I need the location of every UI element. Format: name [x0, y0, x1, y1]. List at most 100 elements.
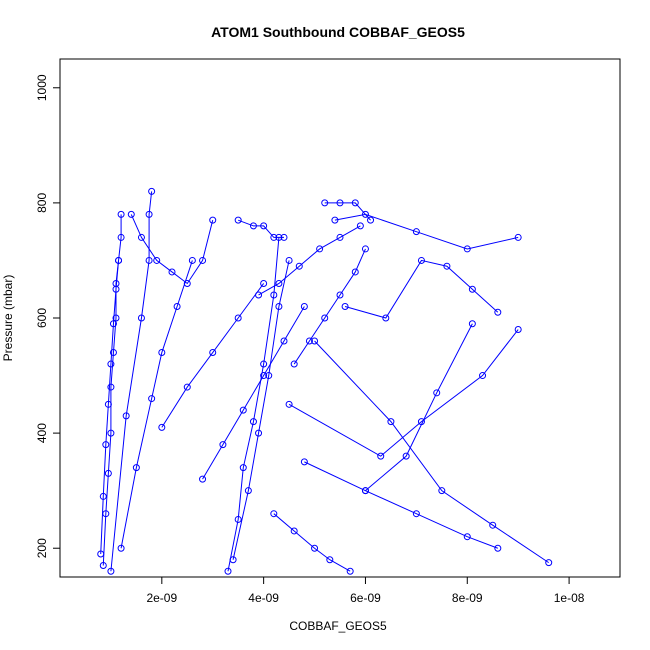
data-point	[443, 262, 451, 270]
data-point	[367, 216, 375, 224]
data-point	[115, 256, 123, 264]
data-point	[321, 199, 329, 207]
data-point	[234, 216, 242, 224]
data-point	[361, 487, 369, 495]
data-point	[402, 452, 410, 460]
data-point	[300, 458, 308, 466]
series-line-20	[273, 513, 351, 572]
y-tick-label: 200	[35, 538, 49, 558]
data-point	[199, 475, 207, 483]
series-line-5	[130, 214, 214, 285]
data-point	[112, 314, 120, 322]
data-point	[438, 487, 446, 495]
series-line-9	[258, 225, 361, 296]
data-point	[183, 279, 191, 287]
y-axis: 200 400 600 800 1000	[35, 74, 61, 558]
series-points	[97, 187, 553, 575]
data-point	[489, 521, 497, 529]
data-point	[346, 567, 354, 575]
series-line-18	[161, 283, 265, 428]
data-point	[295, 262, 303, 270]
data-point	[336, 233, 344, 241]
data-point	[290, 360, 298, 368]
y-tick-label: 1000	[35, 74, 49, 101]
data-point	[270, 510, 278, 518]
data-point	[377, 452, 385, 460]
data-point	[468, 320, 476, 328]
data-point	[109, 349, 117, 357]
data-point	[336, 199, 344, 207]
series-line-17	[293, 248, 366, 365]
series-line-15	[344, 259, 499, 319]
data-point	[234, 515, 242, 523]
data-point	[361, 245, 369, 253]
y-tick-label: 800	[35, 193, 49, 213]
data-point	[290, 527, 298, 535]
data-point	[107, 429, 115, 437]
data-point	[514, 326, 522, 334]
data-point	[361, 210, 369, 218]
data-point	[351, 199, 359, 207]
data-point	[270, 291, 278, 299]
data-point	[117, 210, 125, 218]
data-point	[219, 441, 227, 449]
data-point	[265, 372, 273, 380]
data-point	[300, 302, 308, 310]
data-point	[99, 561, 107, 569]
data-point	[127, 210, 135, 218]
data-point	[417, 418, 425, 426]
data-point	[183, 383, 191, 391]
data-point	[463, 533, 471, 541]
series-line-14	[314, 340, 550, 564]
data-point	[275, 233, 283, 241]
data-point	[229, 556, 237, 564]
data-point	[209, 349, 217, 357]
data-point	[107, 360, 115, 368]
data-point	[514, 233, 522, 241]
data-point	[356, 222, 364, 230]
data-point	[117, 233, 125, 241]
data-point	[285, 400, 293, 408]
data-point	[148, 395, 156, 403]
data-point	[158, 423, 166, 431]
data-point	[132, 464, 140, 472]
data-point	[479, 372, 487, 380]
data-point	[255, 291, 263, 299]
series-line-16	[202, 306, 305, 480]
data-point	[239, 464, 247, 472]
series-lines	[100, 191, 550, 572]
data-point	[239, 406, 247, 414]
data-point	[173, 302, 181, 310]
data-point	[97, 550, 105, 558]
series-line-1	[102, 214, 122, 566]
data-point	[311, 544, 319, 552]
data-point	[336, 291, 344, 299]
series-line-6	[227, 237, 280, 572]
y-axis-label: Pressure (mbar)	[1, 275, 15, 362]
data-point	[326, 556, 334, 564]
data-point	[494, 308, 502, 316]
data-point	[468, 285, 476, 293]
series-line-10	[324, 202, 371, 221]
data-point	[280, 233, 288, 241]
data-point	[224, 567, 232, 575]
data-point	[433, 389, 441, 397]
x-tick-label: 6e-09	[350, 591, 381, 605]
data-point	[412, 510, 420, 518]
data-point	[463, 245, 471, 253]
data-point	[311, 337, 319, 345]
series-line-12	[304, 461, 498, 549]
x-axis-label: COBBAF_GEOS5	[289, 619, 387, 633]
data-point	[109, 320, 117, 328]
data-point	[107, 567, 115, 575]
data-point	[331, 216, 339, 224]
x-tick-label: 4e-09	[248, 591, 279, 605]
data-point	[137, 314, 145, 322]
data-point	[107, 383, 115, 391]
data-point	[153, 256, 161, 264]
data-point	[104, 469, 112, 477]
data-point	[280, 337, 288, 345]
data-point	[244, 487, 252, 495]
series-line-13	[288, 329, 519, 457]
data-point	[102, 441, 110, 449]
